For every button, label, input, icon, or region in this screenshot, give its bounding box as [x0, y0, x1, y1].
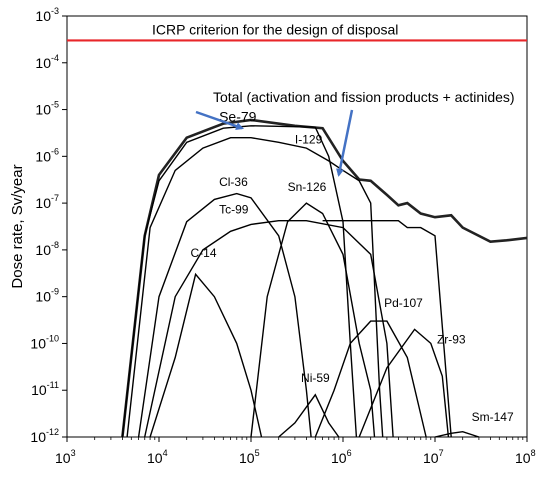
x-tick-label: 103 — [55, 448, 76, 466]
y-tick-label: 10-4 — [35, 53, 59, 71]
x-tick-label: 108 — [515, 448, 536, 466]
series-line-cl-36 — [137, 192, 312, 438]
series-line-sm-147 — [434, 430, 480, 438]
y-tick-base: 10 — [30, 429, 46, 445]
y-tick-base: 10 — [35, 102, 51, 118]
series-line-se-79 — [121, 125, 358, 438]
annotation-arrow — [195, 110, 244, 130]
total-annotation: Total (activation and fission products +… — [213, 89, 515, 105]
x-tick-base: 10 — [239, 450, 255, 466]
series-line-total — [121, 118, 528, 438]
curves — [121, 118, 528, 438]
y-tick-base: 10 — [30, 335, 46, 351]
series-label-i-129: I-129 — [295, 132, 323, 146]
series-label-zr-93: Zr-93 — [437, 332, 466, 346]
series-line-pd-107 — [314, 320, 427, 438]
series-label-sm-147: Sm-147 — [472, 410, 514, 424]
x-tick-label: 105 — [239, 448, 260, 466]
series-label-ni-59: Ni-59 — [301, 371, 330, 385]
series-line-i-129 — [126, 137, 384, 438]
y-tick-label: 10-10 — [30, 333, 59, 351]
y-tick-base: 10 — [35, 289, 51, 305]
y-tick-exponent: -11 — [47, 380, 59, 390]
y-tick-label: 10-12 — [30, 427, 59, 445]
y-tick-exponent: -12 — [46, 427, 59, 437]
x-tick-exponent: 6 — [347, 448, 352, 458]
y-tick-label: 10-8 — [35, 240, 59, 258]
x-tick-base: 10 — [423, 450, 439, 466]
y-tick-label: 10-3 — [35, 6, 59, 24]
x-tick-exponent: 5 — [255, 448, 260, 458]
y-tick-exponent: -8 — [51, 240, 59, 250]
y-tick-base: 10 — [35, 148, 51, 164]
x-tick-base: 10 — [55, 450, 71, 466]
x-tick-label: 104 — [147, 448, 168, 466]
series-label-c-14: C-14 — [191, 246, 217, 260]
y-tick-base: 10 — [31, 382, 47, 398]
series-line-ni-59 — [278, 393, 340, 438]
x-tick-base: 10 — [515, 450, 531, 466]
icrp-criterion-label: ICRP criterion for the design of disposa… — [152, 21, 398, 37]
y-tick-exponent: -3 — [51, 6, 59, 16]
x-tick-exponent: 4 — [163, 448, 168, 458]
x-tick-exponent: 8 — [531, 448, 536, 458]
x-tick-base: 10 — [147, 450, 163, 466]
series-line-tc-99 — [144, 220, 394, 438]
y-tick-exponent: -6 — [51, 146, 59, 156]
series-label-tc-99: Tc-99 — [219, 202, 249, 216]
y-tick-label: 10-7 — [35, 193, 59, 211]
series-line-total-actinide-dominated-late-phase — [322, 220, 452, 438]
x-tick-label: 106 — [331, 448, 352, 466]
y-tick-base: 10 — [35, 195, 51, 211]
annotations: Total (activation and fission products +… — [195, 89, 515, 177]
y-tick-label: 10-6 — [35, 146, 59, 164]
plot-border — [66, 15, 528, 438]
y-tick-exponent: -4 — [51, 53, 59, 63]
series-label-pd-107: Pd-107 — [384, 296, 423, 310]
series-label-cl-36: Cl-36 — [219, 175, 248, 189]
x-tick-label: 107 — [423, 448, 444, 466]
y-tick-label: 10-11 — [31, 380, 59, 398]
y-tick-label: 10-9 — [35, 287, 59, 305]
annotation-arrow — [336, 109, 354, 177]
plot-frame — [66, 15, 528, 438]
series-line-c-14 — [149, 272, 263, 438]
series-label-se-79: Se-79 — [219, 109, 257, 125]
y-axis-ticks: 10-310-410-510-610-710-810-910-1010-1110… — [30, 6, 67, 445]
y-tick-exponent: -5 — [51, 100, 59, 110]
series-line-sn-126 — [250, 202, 376, 438]
series-line-zr-93 — [358, 328, 450, 438]
y-axis-label: Dose rate, Sv/year — [9, 164, 26, 288]
nuclide-labels: Se-79 I-129 Cl-36 Sn-126 Tc-99 C-14 Pd-107 Zr-9… — [191, 109, 514, 424]
y-tick-base: 10 — [35, 55, 51, 71]
y-tick-exponent: -10 — [46, 333, 59, 343]
y-tick-exponent: -7 — [51, 193, 59, 203]
y-tick-base: 10 — [35, 8, 51, 24]
x-tick-exponent: 7 — [439, 448, 444, 458]
y-tick-base: 10 — [35, 242, 51, 258]
y-tick-label: 10-5 — [35, 100, 59, 118]
y-tick-exponent: -9 — [51, 287, 59, 297]
x-tick-exponent: 3 — [71, 448, 76, 458]
x-axis-ticks: 103 104 105 106 107 108 — [55, 437, 536, 466]
series-label-sn-126: Sn-126 — [288, 180, 327, 194]
x-tick-base: 10 — [331, 450, 347, 466]
